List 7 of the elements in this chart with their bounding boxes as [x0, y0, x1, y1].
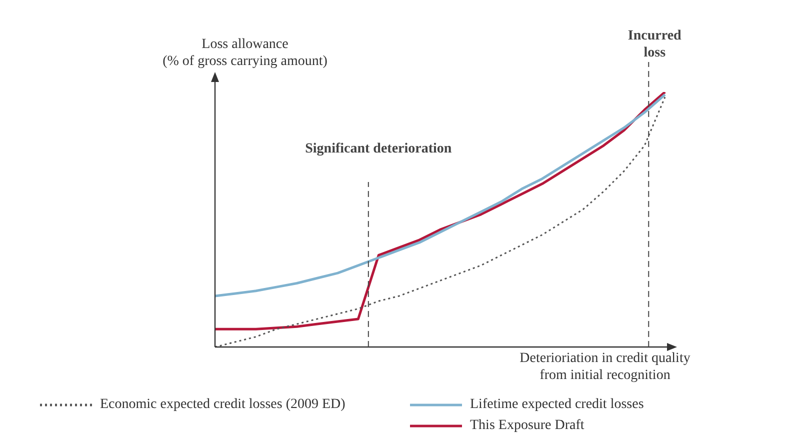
annotation: Significant deterioration [305, 142, 452, 157]
legend-label: Lifetime expected credit losses [470, 396, 644, 412]
y-axis-title: Loss allowance (% of gross carrying amount) [162, 37, 328, 69]
text: Incurred loss [628, 28, 682, 61]
x-axis-title: Deterioriation in credit quality from initial recognition [520, 351, 690, 383]
legend-label: Economic expected credit losses (2009 ED) [100, 396, 346, 412]
legend-label: This Exposure Draft [470, 418, 584, 434]
